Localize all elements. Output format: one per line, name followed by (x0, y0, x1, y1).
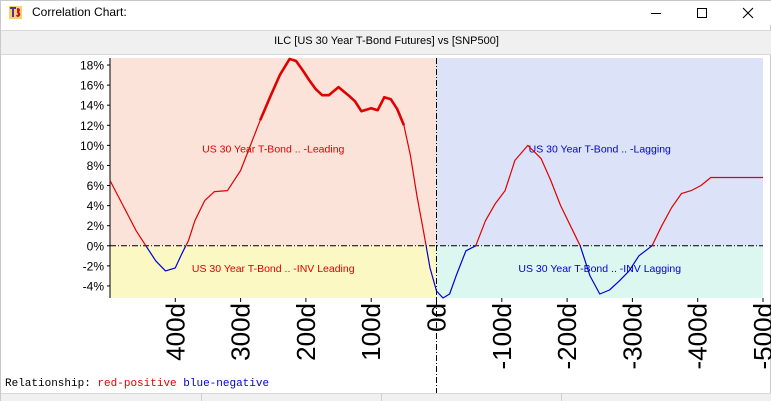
x-tick-label: -100d (487, 303, 517, 370)
relationship-label: Relationship: (5, 378, 91, 390)
y-tick-label: 16% (80, 79, 104, 93)
minimize-button[interactable] (633, 1, 679, 25)
y-tick-label: 0% (87, 239, 105, 253)
y-tick-label: -2% (83, 259, 105, 273)
peak-correlation-highlight (259, 57, 406, 126)
window-title: Correlation Chart: (32, 5, 127, 19)
positive-correlation-segment (475, 144, 581, 247)
negative-legend: blue-negative (183, 378, 270, 390)
close-button[interactable] (725, 1, 771, 25)
title-bar[interactable]: Correlation Chart: (1, 1, 771, 25)
y-tick-label: 10% (80, 139, 104, 153)
status-bar-divider (561, 393, 562, 401)
y-tick-label: 6% (87, 179, 105, 193)
status-bar-divider (381, 393, 382, 401)
y-tick-label: 8% (87, 159, 105, 173)
positive-correlation-segment (109, 180, 147, 247)
header-bar (1, 30, 771, 55)
y-tick-label: 4% (87, 199, 105, 213)
leading-region-label: US 30 Year T-Bond .. -Leading (202, 143, 344, 155)
x-tick-label: -400d (683, 303, 713, 370)
y-tick-label: -4% (83, 279, 105, 293)
y-tick-label: 14% (80, 99, 104, 113)
minimize-icon (651, 13, 661, 14)
x-tick-label: -300d (617, 303, 647, 370)
inv-leading-region-label: US 30 Year T-Bond .. -INV Leading (192, 263, 355, 275)
status-bar (1, 393, 771, 401)
inv-lagging-region (436, 245, 763, 298)
y-tick-label: 2% (87, 219, 105, 233)
inv-lagging-region-label: US 30 Year T-Bond .. -INV Lagging (518, 263, 681, 275)
maximize-icon (697, 8, 707, 18)
status-bar-divider (201, 393, 202, 401)
x-tick-label: 200d (291, 303, 321, 361)
lagging-region-label: US 30 Year T-Bond .. -Lagging (529, 143, 671, 155)
negative-correlation-segment (579, 245, 653, 295)
app-logo-icon (7, 4, 24, 21)
x-tick-label: -200d (552, 303, 582, 370)
x-tick-label: 100d (356, 303, 386, 361)
x-tick-label: 0d (422, 303, 452, 332)
x-tick-label: 300d (226, 303, 256, 361)
correlation-chart[interactable]: 18% 16% 14% 12% 10% 8% 6% 4% 2% 0% -2% -4% US 30 Yea… (1, 1, 771, 393)
y-tick-label: 18% (80, 59, 104, 73)
chart-title: ILC [US 30 Year T-Bond Futures] vs [SNP5… (274, 35, 499, 47)
positive-correlation-segment (651, 176, 763, 247)
x-tick-label: -500d (748, 303, 771, 370)
negative-correlation-segment (145, 245, 187, 272)
maximize-button[interactable] (679, 1, 725, 25)
relationship-legend: Relationship: red-positive blue-negative (5, 378, 269, 390)
x-tick-label: 400d (160, 303, 190, 361)
y-tick-label: 12% (80, 119, 104, 133)
inv-leading-region (110, 245, 437, 298)
close-icon (742, 7, 754, 19)
lagging-region (436, 58, 763, 246)
negative-correlation-segment (425, 245, 476, 299)
positive-legend: red-positive (97, 378, 177, 390)
